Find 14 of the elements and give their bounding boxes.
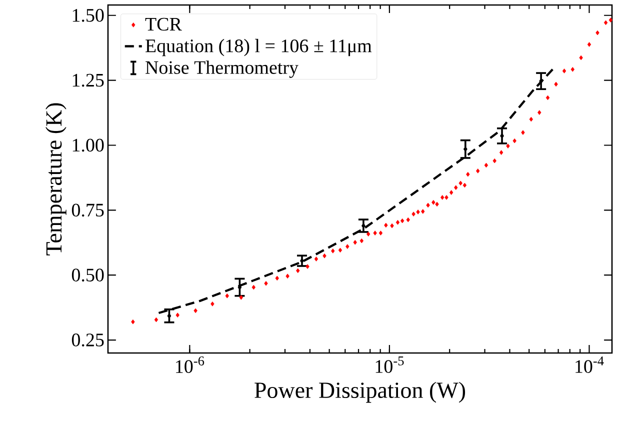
y-tick-label: 1.50 (72, 8, 104, 22)
legend-label: Noise Thermometry (146, 60, 298, 78)
y-tick-label: 0.25 (72, 334, 104, 346)
y-tick-label: 0.50 (72, 268, 104, 282)
legend-label: Equation (18) l = 106 ± 11μm (146, 38, 372, 56)
x-tick-label: 10$^{-6}$ (176, 356, 204, 374)
x-tick-label: 10$^{-5}$ (376, 356, 404, 373)
y-tick-label: 0.75 (72, 204, 104, 217)
legend-label: TCR (145, 18, 182, 31)
y-tick-label: 1.25 (72, 74, 104, 87)
x-tick-label: 10$^{-4}$ (576, 356, 604, 373)
y-axis-title: Temperature (K) (46, 103, 66, 256)
y-tick-label: 1.00 (72, 138, 104, 152)
x-axis-title: Power Dissipation (W) (254, 382, 466, 403)
